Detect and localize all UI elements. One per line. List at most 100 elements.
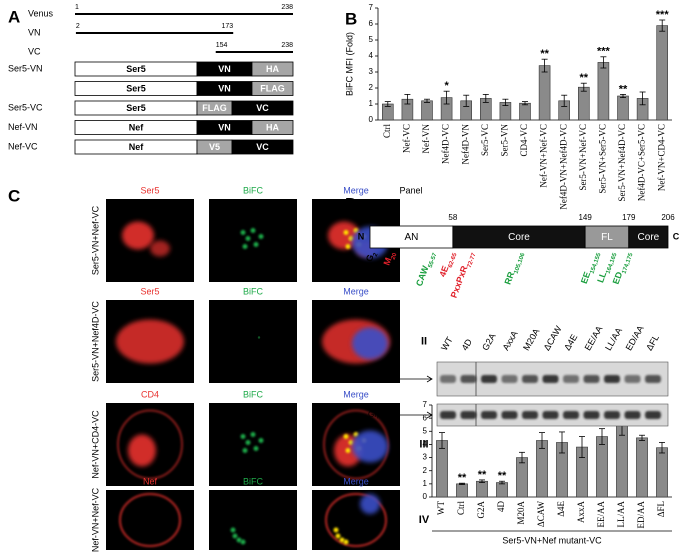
blot-band [501,375,518,383]
construct-segment [251,61,294,77]
construct-row-name: Ser5-VC [8,102,43,112]
blot-band [604,375,620,383]
x-tick-label: Ctrl [456,501,466,516]
cell-signal [352,430,388,463]
bifc-spot [236,537,242,543]
bifc-spot [257,336,261,339]
significance: ** [580,72,589,84]
motif-residues: 72-77 [466,252,477,269]
x-tick-label: G2A [476,501,486,519]
bar [578,86,590,121]
micrograph [106,490,194,550]
bifc-spot [258,234,264,239]
y-tick-label: 6 [369,19,374,28]
band-label: Nef [368,374,381,383]
micrograph [106,403,194,486]
channel-header: BiFC [243,389,264,399]
cell-signal [116,319,184,364]
significance: *** [597,46,611,58]
c-terminus: C [673,231,680,241]
significance: ** [478,469,487,481]
x-tick-label: Ser5-VC [480,124,490,156]
segment-label: Ser5 [126,64,146,74]
blot-band [563,411,579,419]
blot-band [583,375,600,383]
panel-letter: C [8,186,20,205]
blot-band [624,411,641,419]
construct-row-name: Nef-VN [8,122,38,132]
bifc-spot [242,448,248,453]
x-tick-label: Ser5-VN [499,124,509,157]
channel-header: Merge [343,389,369,399]
x-tick-label: Nef-VN+CD4-VC [656,124,666,191]
micrograph-bg [209,403,297,486]
cell-outline [117,409,183,480]
domain-label: FL [601,232,613,243]
segment-label: Nef [129,122,145,132]
x-tick-label: 4D [496,501,506,513]
bifc-spot [343,539,349,545]
motif-label: RR105,106 [503,249,527,286]
bifc-spot [345,448,351,453]
motif-residues: 105,106 [513,252,526,275]
bar [496,482,508,498]
channel-header: Nef [143,476,158,486]
bifc-spot [343,434,349,439]
micrograph [106,199,194,282]
y-tick-label: 0 [423,492,428,501]
x-axis-label: Ser5-VN+Nef mutant-VC [502,535,602,545]
bar [597,62,610,121]
lane-label: AxxA [501,329,520,352]
x-tick-label: Ser5-VN+Ser5-VC [597,124,607,194]
x-tick-label: ΔCAW [536,501,546,528]
motif-label: 4E62-65 [438,249,459,279]
motif-name: 4E [438,265,451,279]
segment-label: HA [266,122,279,132]
blot-band [481,375,497,383]
domain-label: Core [508,232,530,243]
residue-number: 149 [578,213,592,222]
x-tick-label: Δ4E [556,501,566,517]
construct-name: Venus [28,8,54,18]
blot-band [501,411,518,419]
cell-outline [119,493,181,547]
row-label: Nef-VN+Nef-VC [90,487,100,552]
x-tick-label: ED/AA [636,501,646,529]
bar [436,440,448,498]
cell-outline [325,493,387,547]
significance: *** [656,9,670,21]
blot-band [645,411,661,419]
bifc-spot [250,228,256,233]
x-tick-label: Nef4D-VN [460,124,470,165]
bifc-spot [242,244,248,249]
motif-name: M [382,256,394,266]
construct-name: VN [28,27,41,37]
n-terminus: N [358,231,365,241]
y-tick-label: 5 [369,35,374,44]
bifc-spot [240,230,246,235]
x-tick-label: Ser5-VN+Nef-VC [578,124,588,191]
bifc-spot [333,527,339,533]
cell-outline [323,409,389,480]
panel-numeral: II [421,335,427,347]
segment-label: VN [218,122,231,132]
micrograph-bg [209,490,297,550]
blot-band [645,375,661,383]
channel-header: Merge [343,185,369,195]
cell-signal [150,240,170,257]
lane-label: EE/AA [583,324,605,352]
y-tick-label: 4 [369,51,374,60]
lane-label: M20A [521,327,541,352]
bar [456,483,468,498]
motif-name: EE [579,270,593,285]
construct-segment [231,100,294,116]
x-tick-label: Nef-VN+Nef-VC [539,124,549,188]
bifc-spot [240,539,246,545]
construct-row-name: Ser5-VN [8,63,43,73]
motif-label: M20 [382,249,399,267]
x-tick-label: Nef-VC [401,124,411,153]
channel-header: Ser5 [140,185,159,195]
lane-label: ED/AA [624,324,646,352]
bifc-spot [348,236,354,241]
bifc-spot [343,230,349,235]
